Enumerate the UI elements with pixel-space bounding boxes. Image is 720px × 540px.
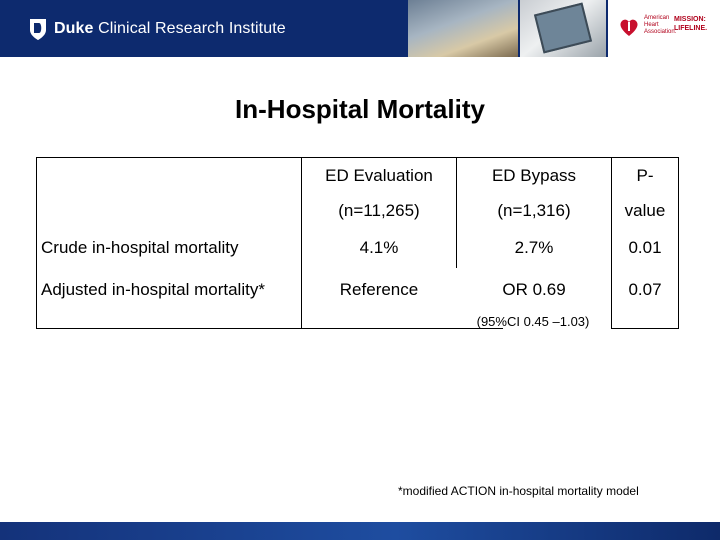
col-header-ed-bypass: ED Bypass [491,166,577,185]
table-cell: OR 0.69 [502,280,566,299]
col-subheader-value: value [624,201,666,220]
table-cell: 2.7% [514,238,554,257]
table-cell: 0.07 [628,280,662,299]
logo-bold-text: Duke [54,20,94,37]
divider [301,268,302,329]
divider [301,328,503,329]
duke-shield-icon [30,19,46,40]
footer-bar [0,522,720,540]
hospital-photo [408,0,518,57]
partner-logo: American Heart Association. MISSION: LIF… [608,0,720,57]
row-label-crude: Crude in-hospital mortality [41,238,239,257]
divider [678,157,679,268]
divider [301,157,302,268]
logo-text: Clinical Research Institute [98,20,286,37]
heart-torch-icon [620,19,638,36]
divider [611,157,612,268]
table-cell: 4.1% [359,238,399,257]
aha-text: American Heart Association. [644,15,677,35]
mission-lifeline-text: MISSION: LIFELINE. [674,16,708,32]
divider [36,328,301,329]
table-cell: 0.01 [628,238,662,257]
ci-note: (95%CI 0.45 –1.03) [476,314,590,329]
page-title: In-Hospital Mortality [235,94,485,124]
row-label-adjusted: Adjusted in-hospital mortality* [41,280,265,299]
divider [678,268,679,329]
col-header-ed-evaluation: ED Evaluation [325,166,433,185]
divider [36,268,37,329]
col-subheader-ed-bypass: (n=1,316) [497,201,571,220]
duke-logo: Duke Clinical Research Institute [28,17,286,41]
header-banner: Duke Clinical Research Institute America… [0,0,720,57]
col-header-p: P- [636,166,654,185]
table-cell: Reference [339,280,419,299]
mortality-table: ED Evaluation (n=11,265) ED Bypass (n=1,… [36,157,679,329]
divider [611,328,679,329]
col-subheader-ed-evaluation: (n=11,265) [338,201,420,220]
tablet-photo [520,0,606,57]
footnote: *modified ACTION in-hospital mortality m… [398,484,639,498]
divider [611,268,612,329]
divider [456,157,457,268]
